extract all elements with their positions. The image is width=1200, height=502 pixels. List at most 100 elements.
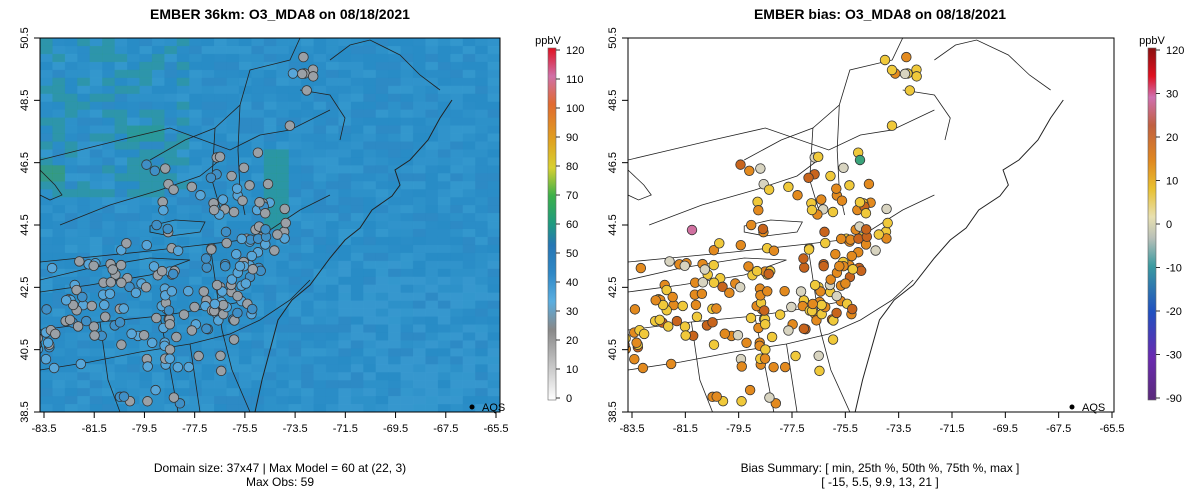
- grid-cell: [388, 157, 401, 166]
- grid-cell: [475, 252, 488, 262]
- grid-cell: [189, 308, 202, 317]
- grid-cell: [263, 117, 277, 126]
- grid-cell: [40, 38, 53, 47]
- bias-marker: [813, 350, 824, 361]
- grid-cell: [77, 173, 91, 182]
- grid-cell: [89, 149, 103, 158]
- grid-cell: [201, 236, 215, 246]
- grid-cell: [437, 61, 451, 71]
- grid-cell: [89, 236, 103, 246]
- grid-cell: [475, 189, 488, 198]
- grid-cell: [412, 38, 426, 47]
- grid-cell: [226, 117, 240, 126]
- grid-cell: [475, 181, 488, 190]
- grid-cell: [52, 244, 66, 254]
- grid-cell: [164, 133, 178, 142]
- grid-cell: [437, 396, 451, 405]
- grid-cell: [189, 117, 202, 126]
- bias-map: -83.5 -81.5 -79.5 -77.5 -75.5 -73.5 -71.5 -69.5…: [607, 27, 1184, 435]
- grid-cell: [263, 228, 277, 238]
- grid-cell: [412, 316, 426, 325]
- grid-cell: [400, 197, 414, 206]
- grid-cell: [388, 165, 401, 174]
- bias-marker: [881, 203, 892, 215]
- grid-cell: [201, 388, 215, 397]
- grid-cell: [102, 308, 115, 317]
- grid-cell: [189, 388, 202, 397]
- grid-cell: [102, 109, 115, 118]
- grid-cell: [338, 388, 352, 397]
- grid-cell: [301, 205, 314, 214]
- grid-cell: [338, 292, 352, 301]
- grid-cell: [114, 236, 128, 246]
- grid-cell: [487, 276, 500, 285]
- grid-cell: [487, 157, 500, 166]
- grid-cell: [487, 117, 500, 126]
- model-panel: EMBER 36km: O3_MDA8 on 08/18/2021: [19, 6, 584, 489]
- grid-cell: [263, 149, 277, 158]
- grid-cell: [288, 149, 302, 158]
- grid-cell: [412, 93, 426, 102]
- grid-cell: [350, 380, 364, 389]
- site-marker: [142, 396, 153, 407]
- grid-cell: [425, 324, 439, 333]
- grid-cell: [226, 69, 240, 79]
- bias-sites: [628, 51, 922, 409]
- grid-cell: [189, 125, 202, 134]
- grid-cell: [375, 268, 389, 278]
- grid-cell: [412, 181, 426, 190]
- site-marker: [171, 331, 182, 343]
- grid-cell: [487, 205, 500, 214]
- grid-cell: [487, 109, 500, 118]
- bias-marker: [809, 279, 821, 291]
- grid-cell: [338, 380, 352, 389]
- grid-cell: [276, 380, 289, 389]
- grid-cell: [151, 213, 165, 222]
- grid-cell: [64, 221, 78, 230]
- grid-cell: [114, 181, 128, 190]
- site-marker: [186, 181, 198, 193]
- bias-marker: [886, 64, 898, 76]
- grid-cell: [388, 284, 401, 293]
- grid-cell: [313, 213, 327, 222]
- grid-cell: [388, 181, 401, 190]
- grid-cell: [64, 133, 78, 142]
- grid-cell: [89, 157, 103, 166]
- grid-cell: [89, 308, 103, 317]
- site-marker: [208, 204, 220, 216]
- grid-cell: [363, 125, 376, 134]
- site-marker: [121, 238, 132, 249]
- grid-cell: [151, 276, 165, 285]
- grid-cell: [114, 53, 128, 63]
- grid-cell: [462, 300, 476, 309]
- grid-cell: [400, 372, 414, 381]
- grid-cell: [164, 141, 178, 150]
- grid-cell: [214, 324, 227, 333]
- grid-cell: [412, 284, 426, 293]
- grid-cell: [437, 173, 451, 182]
- grid-cell: [363, 173, 376, 182]
- grid-cell: [114, 372, 128, 381]
- grid-cell: [412, 364, 426, 373]
- grid-cell: [462, 236, 476, 246]
- grid-cell: [40, 133, 53, 142]
- bias-panel: EMBER bias: O3_MDA8 on 08/18/2021: [600, 0, 1200, 502]
- grid-cell: [450, 252, 464, 262]
- grid-cell: [375, 38, 389, 47]
- grid-cell: [114, 268, 128, 278]
- grid-cell: [89, 45, 103, 55]
- bias-marker: [708, 259, 719, 271]
- grid-cell: [102, 364, 115, 373]
- grid-cell: [189, 101, 202, 110]
- grid-cell: [139, 133, 153, 142]
- grid-cell: [288, 308, 302, 317]
- site-marker: [221, 237, 232, 249]
- site-marker: [205, 172, 217, 183]
- grid-cell: [363, 308, 376, 317]
- grid-cell: [164, 93, 178, 102]
- grid-cell: [288, 93, 302, 102]
- grid-cell: [313, 77, 327, 87]
- grid-cell: [139, 45, 153, 55]
- grid-cell: [363, 157, 376, 166]
- site-marker: [166, 286, 178, 297]
